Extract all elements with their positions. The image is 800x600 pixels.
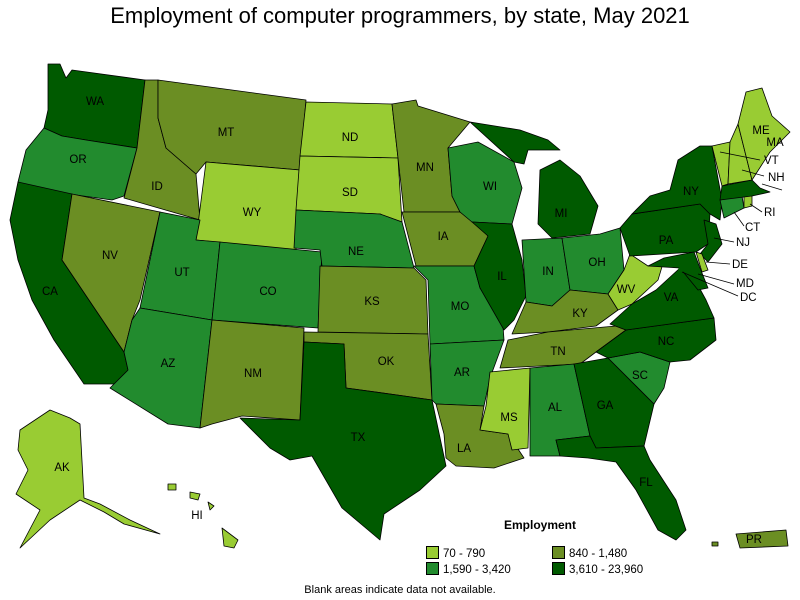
label-NV: NV: [102, 250, 118, 262]
legend-swatch-3: [426, 562, 439, 575]
state-PR[interactable]: [735, 529, 789, 549]
state-ND[interactable]: [299, 101, 399, 159]
label-IL: IL: [497, 271, 507, 283]
legend-item-3: 1,590 - 3,420: [426, 562, 511, 576]
label-PA: PA: [659, 235, 674, 247]
state-FL[interactable]: [555, 435, 687, 541]
label-HI: HI: [191, 510, 203, 522]
label-KS: KS: [364, 296, 380, 308]
label-TN: TN: [550, 346, 565, 358]
label-NE: NE: [348, 246, 364, 258]
state-LA[interactable]: [435, 403, 525, 469]
leader-MD: [697, 273, 735, 285]
map-title: Employment of computer programmers, by s…: [110, 3, 690, 28]
label-WI: WI: [483, 181, 497, 193]
legend-swatch-4: [552, 562, 565, 575]
state-NM[interactable]: [199, 319, 305, 429]
label-WY: WY: [243, 207, 262, 219]
label-VT: VT: [764, 155, 779, 167]
label-LA: LA: [457, 443, 471, 455]
label-NY: NY: [683, 186, 699, 198]
label-MT: MT: [218, 127, 235, 139]
label-MS: MS: [500, 412, 518, 424]
label-NC: NC: [658, 336, 675, 348]
label-AL: AL: [548, 402, 563, 414]
leader-CT: [733, 211, 745, 227]
label-DC: DC: [740, 292, 757, 304]
state-MI[interactable]: [469, 121, 599, 239]
state-PA[interactable]: [619, 203, 711, 257]
label-SC: SC: [632, 370, 648, 382]
legend-item-1: 70 - 790: [426, 546, 485, 560]
state-KS[interactable]: [317, 265, 429, 335]
label-ND: ND: [342, 132, 359, 144]
label-CA: CA: [42, 286, 58, 298]
state-WY[interactable]: [195, 161, 301, 251]
state-TX[interactable]: [239, 341, 447, 541]
leader-MA: [761, 183, 783, 191]
label-MN: MN: [416, 162, 434, 174]
label-CO: CO: [259, 286, 276, 298]
state-RI[interactable]: [743, 195, 753, 209]
label-NM: NM: [244, 368, 262, 380]
label-OK: OK: [378, 356, 395, 368]
label-SD: SD: [342, 187, 358, 199]
legend-title: Employment: [504, 518, 577, 532]
leader-RI: [749, 203, 763, 213]
legend-item-2: 840 - 1,480: [552, 546, 627, 560]
legend-item-4: 3,610 - 23,960: [552, 562, 643, 576]
state-ME[interactable]: [737, 87, 791, 181]
label-NH: NH: [768, 172, 785, 184]
label-ID: ID: [151, 181, 163, 193]
label-AK: AK: [54, 462, 70, 474]
legend-swatch-2: [552, 546, 565, 559]
label-PR: PR: [746, 534, 762, 546]
state-AK[interactable]: [15, 409, 161, 549]
label-WV: WV: [617, 284, 636, 296]
label-GA: GA: [597, 400, 614, 412]
leader-NH: [741, 169, 765, 177]
label-IN: IN: [542, 266, 554, 278]
state-DE[interactable]: [695, 251, 709, 273]
leader-DE: [705, 261, 731, 265]
leader-VT: [719, 151, 761, 161]
leader-DC: [681, 271, 739, 297]
label-AR: AR: [454, 367, 470, 379]
legend-label-1: 70 - 790: [443, 548, 486, 560]
label-RI: RI: [764, 207, 776, 219]
label-FL: FL: [639, 477, 653, 489]
label-DE: DE: [732, 259, 748, 271]
label-WA: WA: [86, 96, 104, 108]
label-AZ: AZ: [161, 358, 176, 370]
label-IA: IA: [438, 231, 449, 243]
legend-label-2: 840 - 1,480: [569, 548, 628, 560]
label-TX: TX: [351, 432, 366, 444]
state-IL[interactable]: [471, 221, 527, 331]
state-CO[interactable]: [211, 241, 323, 329]
label-NJ: NJ: [736, 237, 750, 249]
pr-islet: [711, 541, 719, 547]
label-OR: OR: [69, 154, 86, 166]
state-HI[interactable]: [167, 483, 239, 549]
legend-label-3: 1,590 - 3,420: [443, 564, 511, 576]
label-UT: UT: [174, 267, 189, 279]
label-MA: MA: [766, 137, 784, 149]
legend-label-4: 3,610 - 23,960: [569, 564, 644, 576]
legend-swatch-1: [426, 546, 439, 559]
state-DC[interactable]: [678, 267, 684, 273]
leader-NJ: [713, 237, 735, 243]
label-MI: MI: [555, 208, 568, 220]
label-VA: VA: [664, 292, 679, 304]
label-KY: KY: [572, 308, 588, 320]
label-CT: CT: [745, 222, 760, 234]
footnote: Blank areas indicate data not available.: [304, 584, 496, 596]
label-OH: OH: [588, 257, 605, 269]
label-ME: ME: [752, 125, 770, 137]
label-MD: MD: [736, 278, 754, 290]
state-OR[interactable]: [17, 127, 138, 201]
label-MO: MO: [451, 301, 470, 313]
